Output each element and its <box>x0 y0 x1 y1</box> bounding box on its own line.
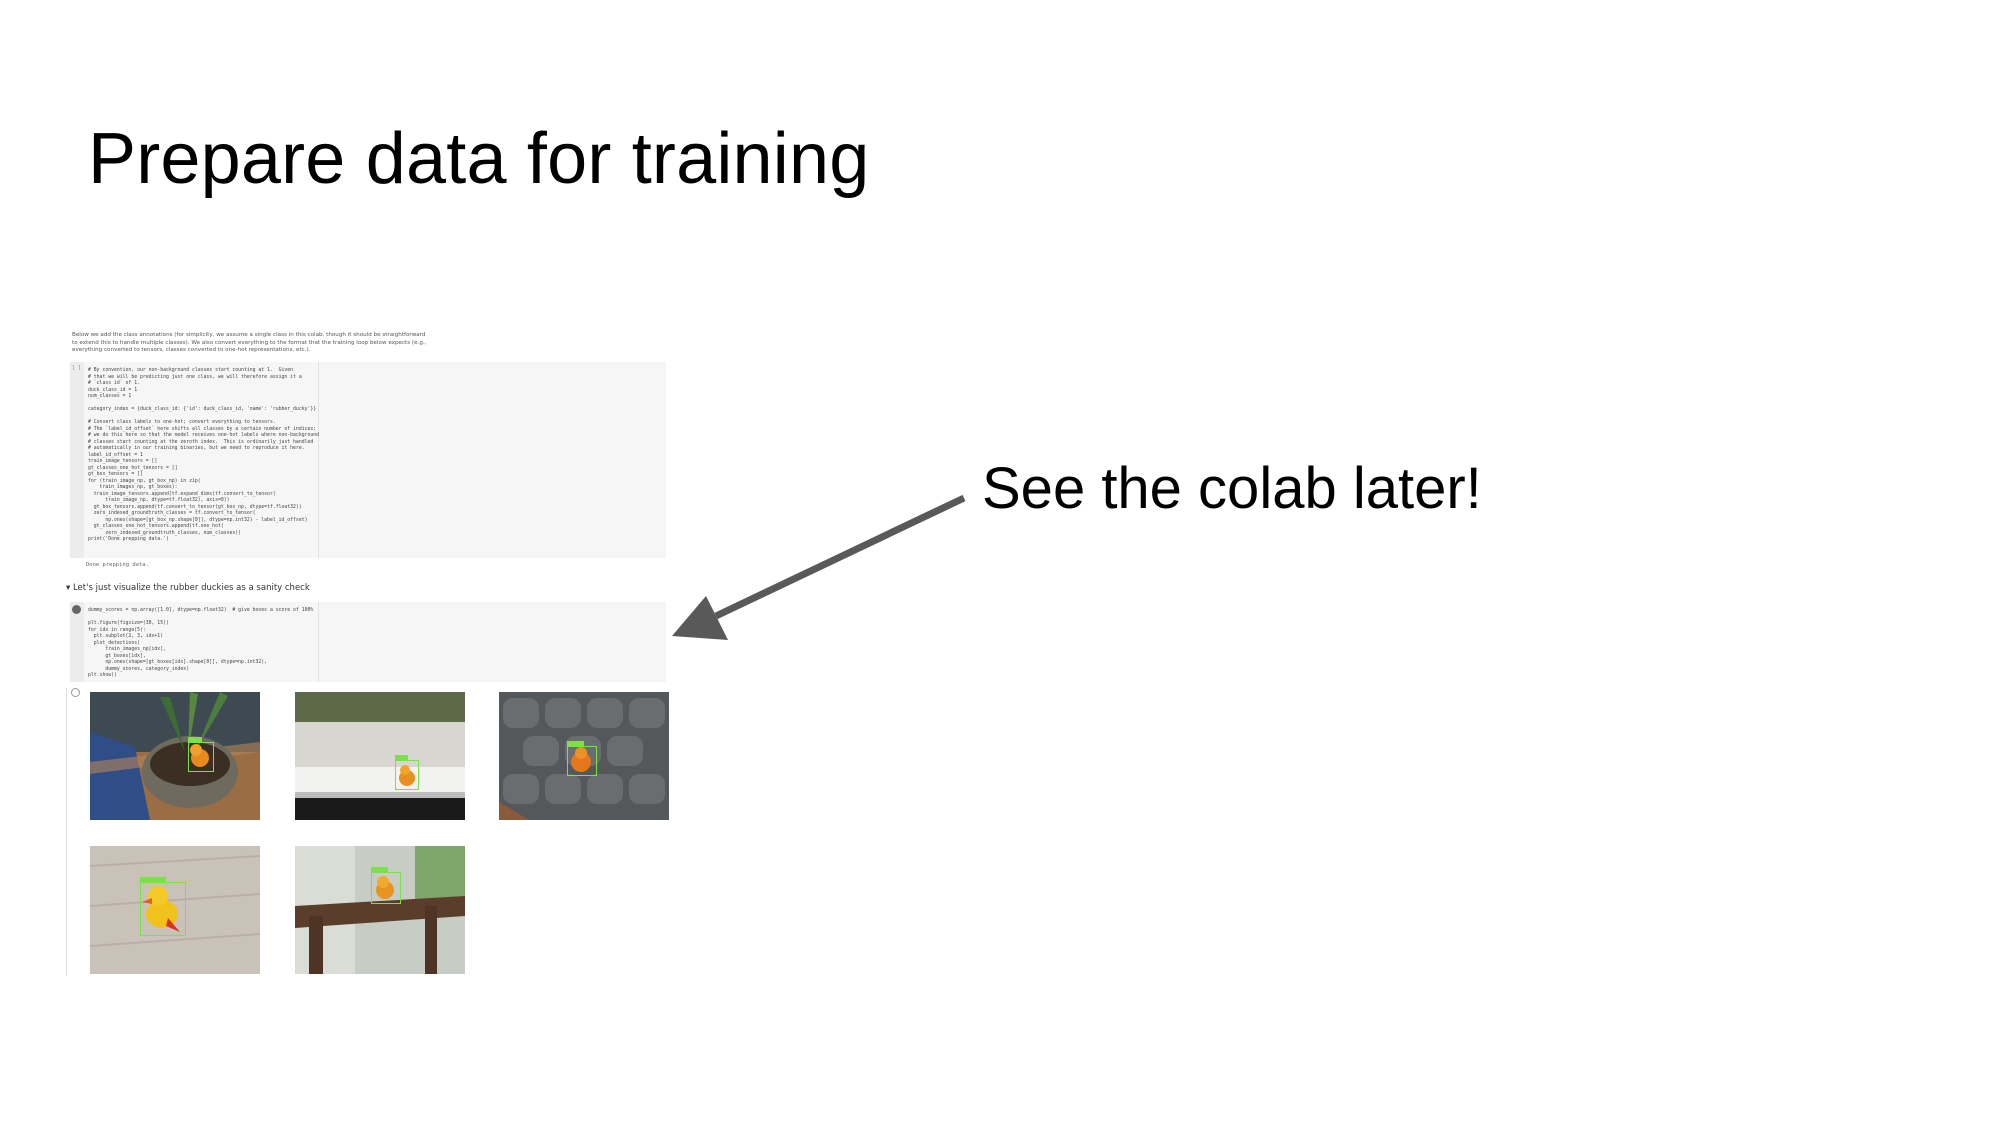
collapse-caret-icon: ▾ <box>66 583 73 593</box>
callout-text: See the colab later! <box>982 456 1482 521</box>
run-cell-icon <box>72 605 81 614</box>
bounding-box <box>371 867 401 904</box>
section-heading: ▾ Let's just visualize the rubber duckie… <box>66 583 310 593</box>
thumbnail-duck-on-grey-cushion <box>499 692 669 820</box>
thumbnail-duck-in-plant-pot <box>90 692 260 820</box>
cell-output-text: Done prepping data. <box>86 562 149 568</box>
code-visualize: dummy_scores = np.array([1.0], dtype=np.… <box>88 608 314 678</box>
code-cell-prepare-data: [ ] # By convention, our non-background … <box>70 362 666 558</box>
bounding-box <box>567 741 597 776</box>
bounding-box <box>395 755 419 790</box>
bounding-box <box>188 737 214 772</box>
cell-gutter <box>70 602 84 682</box>
output-icon <box>71 688 80 697</box>
thumbnail-duck-on-windowsill <box>295 692 465 820</box>
slide-title: Prepare data for training <box>88 119 870 199</box>
editor-ruler <box>318 602 319 682</box>
output-rule <box>66 688 67 976</box>
cell-gutter <box>70 362 84 558</box>
execution-count: [ ] <box>72 365 82 371</box>
code-cell-visualize: dummy_scores = np.array([1.0], dtype=np.… <box>70 602 666 682</box>
colab-screenshot: Below we add the class annotations (for … <box>66 328 670 976</box>
colab-intro-text: Below we add the class annotations (for … <box>72 332 427 353</box>
editor-ruler <box>318 362 319 558</box>
thumbnail-duck-on-wood-floor <box>90 846 260 974</box>
thumbnail-duck-on-chair <box>295 846 465 974</box>
bounding-box <box>140 877 186 936</box>
code-prepare-data: # By convention, our non-background clas… <box>88 368 320 542</box>
